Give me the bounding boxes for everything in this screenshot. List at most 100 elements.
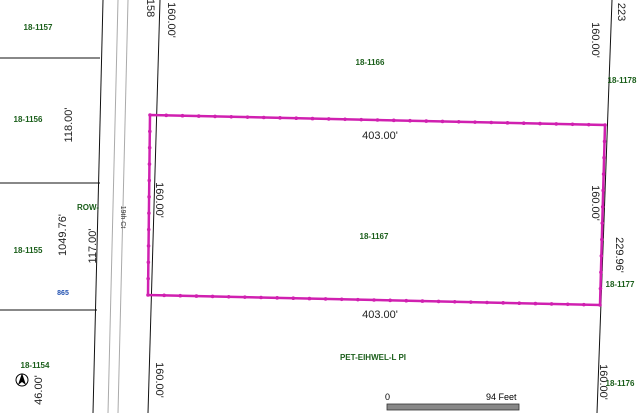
vertex-dot: [554, 122, 559, 126]
vertex-dot: [146, 260, 151, 265]
vertex-dot: [565, 302, 570, 307]
vertex-dot: [359, 117, 364, 122]
vertex-dot: [180, 113, 185, 118]
dimension: 160.00': [153, 362, 165, 398]
vertex-dot: [517, 301, 522, 306]
vertex-dot: [194, 294, 199, 298]
dimension: 160.00': [589, 185, 601, 221]
vertex-dot: [372, 298, 376, 302]
vertex-dot: [147, 178, 152, 183]
vertex-dot: [226, 294, 231, 299]
vertex-dot: [533, 301, 538, 306]
dimension: 229.96': [613, 237, 625, 273]
north-arrow: [15, 373, 29, 387]
parcel-id: 18-1178: [608, 76, 637, 85]
address-marker: 865: [57, 290, 69, 297]
vertex-dot: [598, 303, 602, 307]
vertex-dot: [599, 254, 604, 258]
selected-parcel[interactable]: [146, 113, 607, 307]
vertex-dot: [210, 294, 215, 299]
vertex-dot: [469, 300, 473, 304]
vertex-dot: [473, 120, 477, 124]
vertex-dot: [538, 121, 542, 126]
vertex-dot: [600, 237, 604, 242]
parcel-id: 18-1176: [606, 379, 635, 388]
vertex-dot: [485, 300, 489, 305]
vertex-dot: [602, 155, 606, 160]
dimension: 403.00': [362, 130, 398, 142]
vertex-dot: [391, 118, 396, 123]
vertex-dot: [259, 295, 263, 300]
vertex-dot: [146, 227, 151, 232]
vertex-dot: [375, 118, 380, 122]
vertex-dot: [275, 296, 279, 300]
vertex-dot: [294, 116, 299, 121]
vertex-dot: [602, 139, 607, 144]
parcel-id: 18-1166: [356, 58, 385, 67]
vertex-dot: [452, 299, 457, 304]
vertex-dot: [307, 296, 312, 301]
vertex-dot: [408, 118, 412, 123]
vertex-dot: [356, 297, 360, 302]
parcel-vertices: [146, 113, 607, 307]
dimension: 118.00': [63, 108, 75, 143]
vertex-dot: [146, 276, 150, 281]
vertex-dot: [229, 114, 234, 119]
vertex-dot: [582, 302, 586, 307]
vertex-dot: [147, 195, 151, 199]
vertex-dot: [147, 162, 152, 166]
vertex-dot: [586, 122, 591, 127]
vertex-dot: [243, 295, 247, 299]
dimension: 160.00': [589, 22, 601, 58]
dimension: 117.00': [87, 229, 99, 264]
vertex-dot: [148, 113, 152, 117]
vertex-dot: [600, 221, 605, 225]
dimension: 158: [144, 0, 156, 17]
dimension: 160.00': [597, 364, 609, 400]
vertex-dot: [147, 211, 151, 215]
vertex-dot: [164, 113, 169, 118]
vertex-dot: [404, 298, 409, 303]
road-lines: [107, 0, 129, 413]
vertex-dot: [521, 121, 526, 126]
vertex-dot: [603, 123, 607, 127]
vertex-dot: [196, 114, 201, 118]
dimension: 403.00': [362, 309, 398, 321]
vertex-dot: [147, 145, 152, 150]
vertex-dot: [599, 270, 603, 275]
vertex-dot: [146, 293, 150, 297]
vertex-dot: [440, 119, 445, 124]
vertex-dot: [291, 296, 296, 301]
vertex-dot: [424, 119, 429, 123]
vertex-dot: [146, 244, 151, 248]
vertex-dot: [339, 297, 344, 302]
scale-bar: 0 94 Feet: [385, 392, 520, 411]
vertex-dot: [501, 301, 505, 305]
parcel-id: 18-1155: [14, 246, 43, 255]
vertex-dot: [310, 116, 315, 121]
vertex-dot: [261, 115, 266, 120]
vertex-dot: [549, 302, 554, 306]
parcel-lines: [0, 0, 613, 413]
parcel-id: 18-1157: [24, 23, 53, 32]
scale-start: 0: [385, 392, 390, 402]
vertex-dot: [489, 120, 494, 125]
vertex-dot: [323, 297, 328, 301]
vertex-dot: [388, 298, 392, 303]
vertex-dot: [148, 129, 152, 134]
vertex-dot: [601, 172, 606, 176]
dimension: 223: [615, 3, 627, 21]
vertex-dot: [420, 299, 425, 303]
parcel-id: 18-1177: [606, 280, 635, 289]
vertex-dot: [598, 286, 603, 291]
vertex-dot: [343, 117, 347, 122]
vertex-dot: [570, 122, 575, 127]
vertex-dot: [601, 188, 605, 193]
street-label: 19th Ct: [119, 206, 126, 229]
street-label: ROW-: [77, 203, 99, 212]
vertex-dot: [278, 116, 282, 120]
vertex-dot: [436, 299, 441, 304]
street-label: PET-EIHWEL-L PI: [340, 353, 406, 362]
dimension: 1049.76': [57, 214, 69, 256]
